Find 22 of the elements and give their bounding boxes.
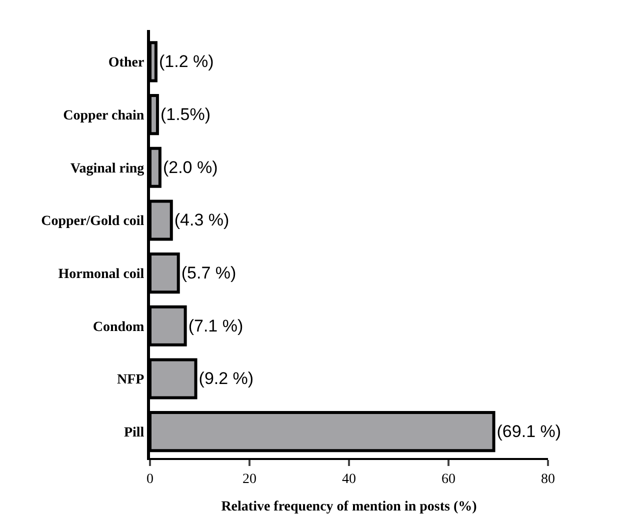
data-label: (1.5%): [160, 105, 211, 124]
y-tick-label: Pill: [124, 425, 144, 440]
y-tick-label: NFP: [116, 372, 145, 388]
data-label: (1.2 %): [158, 52, 214, 72]
x-tick-label: 40: [342, 472, 356, 487]
y-tick-label: Vaginal ring: [70, 161, 144, 176]
data-label: (9.2 %): [198, 369, 254, 388]
y-tick-label: Copper/Gold coil: [41, 214, 144, 230]
x-tick-label: 80: [541, 472, 555, 487]
x-tick-label: 20: [242, 472, 256, 487]
y-tick-label: Other: [108, 56, 144, 71]
data-label: (4.3 %): [174, 210, 230, 230]
y-tick-label: Copper chain: [63, 108, 144, 124]
data-label: (2.0 %): [162, 158, 218, 177]
x-tick-label: 60: [442, 472, 456, 487]
x-tick-label: 0: [146, 472, 154, 487]
x-axis-title: Relative frequency of mention in posts (%): [221, 500, 478, 515]
data-label: (69.1 %): [496, 422, 562, 442]
y-tick-label: Hormonal coil: [58, 266, 144, 282]
data-label: (7.1 %): [188, 316, 244, 336]
data-label: (5.7 %): [181, 264, 236, 283]
y-tick-label: Condom: [92, 320, 145, 335]
